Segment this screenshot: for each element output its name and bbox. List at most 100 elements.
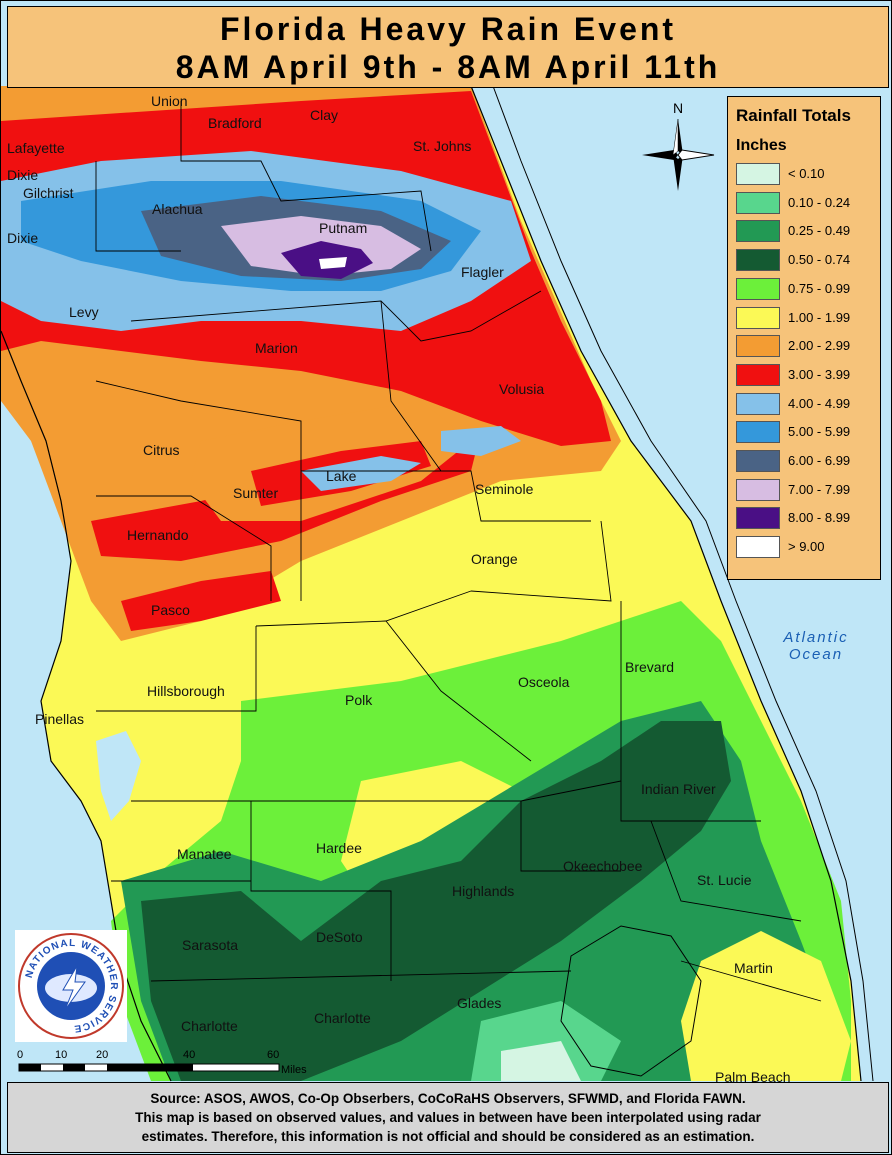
county-label-dixie-2: Dixie bbox=[7, 230, 39, 246]
legend-item: > 9.00 bbox=[736, 536, 876, 559]
scale-tick-0: 0 bbox=[17, 1049, 23, 1061]
legend-swatch bbox=[736, 450, 780, 472]
scale-tick-10: 10 bbox=[55, 1049, 67, 1061]
legend-swatch bbox=[736, 478, 780, 501]
legend-swatch bbox=[736, 163, 780, 185]
legend-swatch bbox=[736, 335, 780, 358]
title-line-1: Florida Heavy Rain Event bbox=[219, 11, 677, 47]
county-label-flagler: Flagler bbox=[461, 264, 504, 280]
legend-label: 6.00 - 6.99 bbox=[788, 453, 851, 468]
source-footer: Source: ASOS, AWOS, Co-Op Obserbers, CoC… bbox=[7, 1082, 889, 1153]
county-label-levy: Levy bbox=[69, 304, 99, 320]
lake-outline bbox=[560, 925, 702, 1077]
legend: Rainfall Totals Inches < 0.10 0.10 - 0.24… bbox=[727, 96, 881, 580]
county-label-citrus: Citrus bbox=[143, 442, 180, 458]
county-label-stjohns: St. Johns bbox=[413, 138, 472, 154]
atlantic-coast bbox=[470, 85, 862, 1082]
band-white bbox=[319, 257, 347, 269]
county-label-bradford: Bradford bbox=[208, 115, 262, 131]
county-label-desoto: DeSoto bbox=[316, 929, 363, 945]
legend-label: 0.75 - 0.99 bbox=[788, 280, 851, 296]
county-lines bbox=[95, 101, 822, 1002]
ocean-label-line-2: Ocean bbox=[788, 646, 844, 663]
legend-swatch bbox=[736, 421, 780, 444]
county-label-lake: Lake bbox=[326, 468, 357, 484]
county-label-alachua: Alachua bbox=[152, 201, 203, 217]
legend-item: 1.00 - 1.99 bbox=[736, 306, 876, 329]
scale-tick-60: 60 bbox=[267, 1049, 279, 1061]
legend-swatch bbox=[736, 249, 780, 272]
county-label-charlotte-1: Charlotte bbox=[181, 1018, 238, 1034]
ocean-label: Atlantic Ocean bbox=[761, 629, 871, 663]
legend-item: < 0.10 bbox=[736, 163, 876, 185]
county-label-polk: Polk bbox=[345, 692, 373, 708]
legend-label: 3.00 - 3.99 bbox=[788, 366, 851, 382]
county-label-osceola: Osceola bbox=[518, 674, 570, 690]
footer-line-2: This map is based on observed values, an… bbox=[135, 1110, 761, 1125]
legend-item: 7.00 - 7.99 bbox=[736, 478, 876, 501]
legend-item: 3.00 - 3.99 bbox=[736, 363, 876, 386]
county-label-manatee: Manatee bbox=[177, 846, 232, 862]
map-title: Florida Heavy Rain Event 8AM April 9th -… bbox=[7, 6, 889, 88]
county-label-charlotte-2: Charlotte bbox=[314, 1010, 371, 1026]
barrier-island bbox=[492, 85, 874, 1082]
legend-swatch bbox=[736, 306, 780, 329]
county-label-marion: Marion bbox=[255, 340, 298, 356]
county-label-hardee: Hardee bbox=[316, 840, 362, 856]
tampa-bay bbox=[96, 731, 141, 821]
scale-bar: 0 10 20 40 60 Miles bbox=[15, 1048, 315, 1078]
county-label-pinellas: Pinellas bbox=[35, 711, 85, 727]
legend-item: 0.50 - 0.74 bbox=[736, 249, 876, 272]
county-label-highlands: Highlands bbox=[452, 883, 515, 899]
nws-logo: NATIONAL WEATHER SERVICE bbox=[15, 930, 127, 1042]
legend-swatch bbox=[736, 507, 780, 530]
gulf-water bbox=[1, 331, 171, 1081]
nws-logo-icon: NATIONAL WEATHER SERVICE bbox=[15, 930, 127, 1042]
county-label-martin: Martin bbox=[734, 960, 773, 976]
county-label-sumter: Sumter bbox=[233, 485, 279, 501]
legend-item: 4.00 - 4.99 bbox=[736, 392, 876, 415]
legend-item: 2.00 - 2.99 bbox=[736, 335, 876, 358]
legend-swatch bbox=[736, 191, 780, 214]
legend-swatch bbox=[736, 536, 780, 559]
legend-label: 7.00 - 7.99 bbox=[788, 481, 851, 497]
county-label-seminole: Seminole bbox=[475, 481, 534, 497]
legend-label: 5.00 - 5.99 bbox=[788, 424, 851, 440]
county-label-brevard: Brevard bbox=[625, 659, 675, 675]
legend-item: 0.75 - 0.99 bbox=[736, 277, 876, 300]
footer-line-1: Source: ASOS, AWOS, Co-Op Obserbers, CoC… bbox=[150, 1091, 746, 1106]
ocean-label-line-1: Atlantic bbox=[783, 629, 849, 646]
legend-item: 0.25 - 0.49 bbox=[736, 220, 876, 243]
legend-item: 6.00 - 6.99 bbox=[736, 450, 876, 472]
county-label-palmbeach: Palm Beach bbox=[715, 1069, 791, 1085]
band-lightblue-volusia bbox=[441, 426, 521, 456]
band-red-pasco bbox=[121, 571, 281, 631]
legend-swatch bbox=[736, 363, 780, 386]
legend-label: 0.25 - 0.49 bbox=[788, 223, 851, 239]
county-label-indianriver: Indian River bbox=[641, 781, 716, 797]
legend-label: < 0.10 bbox=[788, 166, 825, 181]
compass-icon: N bbox=[642, 100, 715, 191]
band-lightblue-lake bbox=[301, 456, 421, 491]
legend-label: > 9.00 bbox=[788, 539, 825, 555]
legend-label: 8.00 - 8.99 bbox=[788, 510, 851, 526]
footer-line-3: estimates. Therefore, this information i… bbox=[141, 1129, 755, 1144]
county-label-dixie-1: Dixie bbox=[7, 167, 39, 183]
legend-swatch bbox=[736, 392, 780, 415]
county-label-hillsborough: Hillsborough bbox=[147, 683, 225, 699]
title-line-2: 8AM April 9th - 8AM April 11th bbox=[175, 49, 721, 85]
legend-item: 5.00 - 5.99 bbox=[736, 421, 876, 444]
compass-north-label: N bbox=[673, 100, 683, 116]
legend-item: 8.00 - 8.99 bbox=[736, 507, 876, 530]
county-label-okeechobee: Okeechobee bbox=[563, 858, 643, 874]
county-label-lafayette: Lafayette bbox=[7, 140, 65, 156]
county-label-glades: Glades bbox=[457, 995, 502, 1011]
county-label-orange: Orange bbox=[471, 551, 518, 567]
county-label-clay: Clay bbox=[310, 107, 339, 123]
band-yellow-martin bbox=[681, 931, 851, 1081]
north-arrow: N bbox=[639, 99, 717, 197]
scale-tick-40: 40 bbox=[183, 1049, 195, 1061]
legend-title: Rainfall Totals bbox=[736, 106, 851, 125]
legend-label: 1.00 - 1.99 bbox=[788, 309, 851, 325]
